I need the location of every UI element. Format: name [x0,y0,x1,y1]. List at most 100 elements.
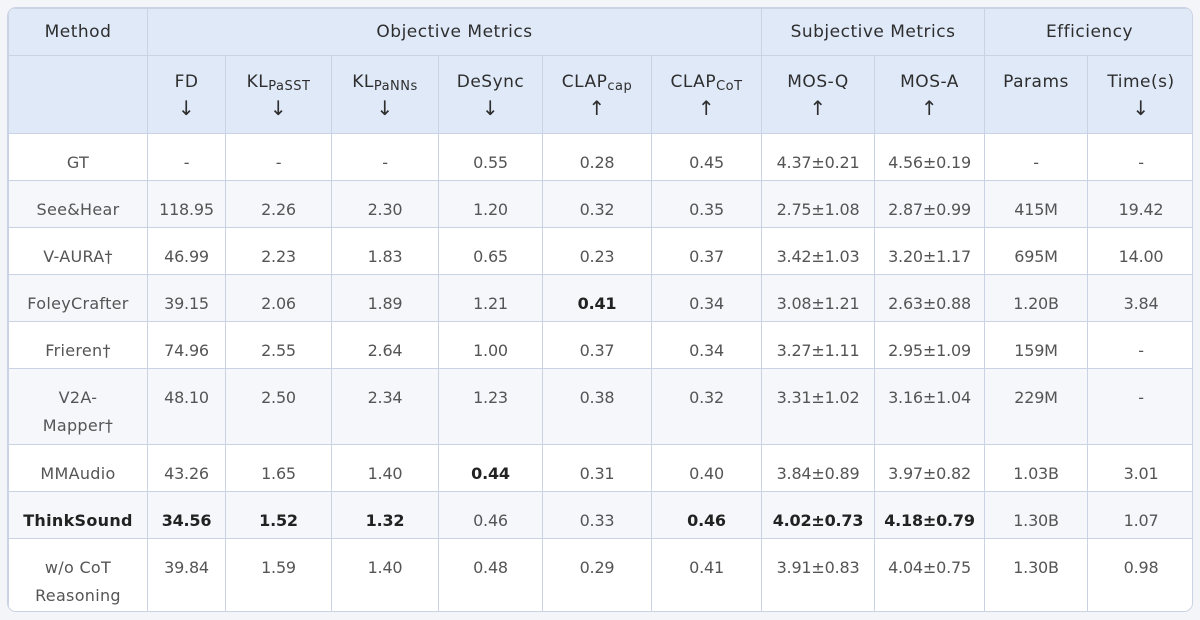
value-cell: 2.95±1.09 [874,321,986,369]
method-cell: V-AURA† [8,227,148,275]
value-cell: 0.32 [542,180,652,228]
value-cell: 4.18±0.79 [874,491,986,539]
value-cell: 0.23 [542,227,652,275]
results-table: Method Objective Metrics Subjective Metr… [8,8,1192,611]
value-cell: 0.41 [650,538,763,611]
value-cell: - [147,133,226,181]
arrow-down-icon: ↓ [177,96,196,120]
method-cell: See&Hear [8,180,148,228]
value-cell: 3.27±1.11 [761,321,876,369]
value-cell: 39.84 [147,538,226,611]
value-cell: 0.34 [650,274,763,322]
table-row: V2A- Mapper† 48.10 2.50 2.34 1.23 0.38 0.32 3.3… [8,368,1192,445]
value-cell: 1.32 [331,491,439,539]
value-cell: 1.20B [984,274,1089,322]
value-cell: 3.20±1.17 [874,227,986,275]
value-cell: 1.21 [438,274,543,322]
value-cell: 1.65 [225,444,332,492]
column-header-0: FD ↓ [147,55,226,134]
column-header-subscript: PaSST [268,79,311,94]
value-cell: 0.44 [438,444,543,492]
method-cell: w/o CoT Reasoning [8,538,148,611]
value-cell: 4.04±0.75 [874,538,986,611]
column-header-4: CLAPcap ↑ [542,55,652,134]
value-cell: 1.40 [331,444,439,492]
column-header-7: MOS-A ↑ [874,55,986,134]
table-row: V-AURA† 46.99 2.23 1.83 0.65 0.23 0.37 3.42±1.0… [8,227,1192,275]
table-row: ThinkSound 34.56 1.52 1.32 0.46 0.33 0.46 4.02±… [8,491,1192,539]
column-header-3: DeSync ↓ [438,55,543,134]
arrow-down-icon: ↓ [376,96,394,120]
arrow-up-icon: ↑ [697,96,716,120]
efficiency-header: Efficiency [984,8,1192,56]
value-cell: 43.26 [147,444,226,492]
column-header-6: MOS-Q ↑ [761,55,876,134]
method-cell: FoleyCrafter [8,274,148,322]
value-cell: 3.97±0.82 [874,444,986,492]
value-cell: 0.33 [542,491,652,539]
table-row: See&Hear 118.95 2.26 2.30 1.20 0.32 0.35 2.75±1… [8,180,1192,228]
method-cell: ThinkSound [8,491,148,539]
value-cell: 1.23 [438,368,543,445]
value-cell: 0.35 [650,180,763,228]
value-cell: 0.48 [438,538,543,611]
value-cell: 3.31±1.02 [761,368,876,445]
column-header-subscript: PaNNs [373,79,418,94]
value-cell: 0.28 [542,133,652,181]
value-cell: 229M [984,368,1089,445]
value-cell: 1.30B [984,538,1089,611]
value-cell: 0.37 [542,321,652,369]
value-cell: 14.00 [1087,227,1192,275]
value-cell: 3.08±1.21 [761,274,876,322]
column-header-label: MOS-A [900,72,959,92]
column-header-label: KL [246,72,269,92]
column-header-label: CLAP [670,72,717,92]
value-cell: - [225,133,332,181]
column-header-label: KL [352,72,374,92]
value-cell: 0.38 [542,368,652,445]
value-cell: 415M [984,180,1089,228]
objective-metrics-header: Objective Metrics [146,8,763,56]
value-cell: 2.55 [225,321,332,369]
column-header-subscript: CoT [716,79,743,94]
arrow-down-icon: ↓ [481,96,500,120]
value-cell: 2.26 [225,180,332,228]
column-header-label: Params [1003,72,1069,92]
value-cell: - [1087,321,1192,369]
value-cell: 0.41 [542,274,652,322]
value-cell: 4.37±0.21 [761,133,876,181]
value-cell: 0.34 [650,321,763,369]
column-header-label: MOS-Q [787,72,849,92]
value-cell: 3.84±0.89 [761,444,876,492]
value-cell: 48.10 [147,368,226,445]
value-cell: 2.63±0.88 [874,274,986,322]
value-cell: 1.52 [225,491,332,539]
results-table-card: Method Objective Metrics Subjective Metr… [7,7,1193,612]
value-cell: 2.87±0.99 [874,180,986,228]
value-cell: 2.64 [331,321,439,369]
value-cell: 0.46 [438,491,543,539]
table-row: FoleyCrafter 39.15 2.06 1.89 1.21 0.41 0.34 3.0… [8,274,1192,322]
arrow-down-icon: ↓ [269,96,288,120]
arrow-down-icon: ↓ [1132,96,1150,120]
value-cell: 1.03B [984,444,1089,492]
method-cell: MMAudio [8,444,148,492]
value-cell: 2.75±1.08 [761,180,876,228]
value-cell: 159M [984,321,1089,369]
value-cell: 3.91±0.83 [761,538,876,611]
value-cell: 2.34 [331,368,439,445]
column-header-9: Time(s) ↓ [1087,55,1192,134]
arrow-up-icon: ↑ [588,96,606,120]
value-cell: - [984,133,1089,181]
value-cell: 2.06 [225,274,332,322]
value-cell: 1.20 [438,180,543,228]
value-cell: 34.56 [147,491,226,539]
value-cell: 0.65 [438,227,543,275]
value-cell: 695M [984,227,1089,275]
column-header-1: KLPaSST ↓ [225,55,332,134]
value-cell: - [331,133,439,181]
method-cell: V2A- Mapper† [8,368,148,445]
column-header-label: DeSync [456,72,525,92]
value-cell: 0.55 [438,133,543,181]
value-cell: - [1087,133,1192,181]
